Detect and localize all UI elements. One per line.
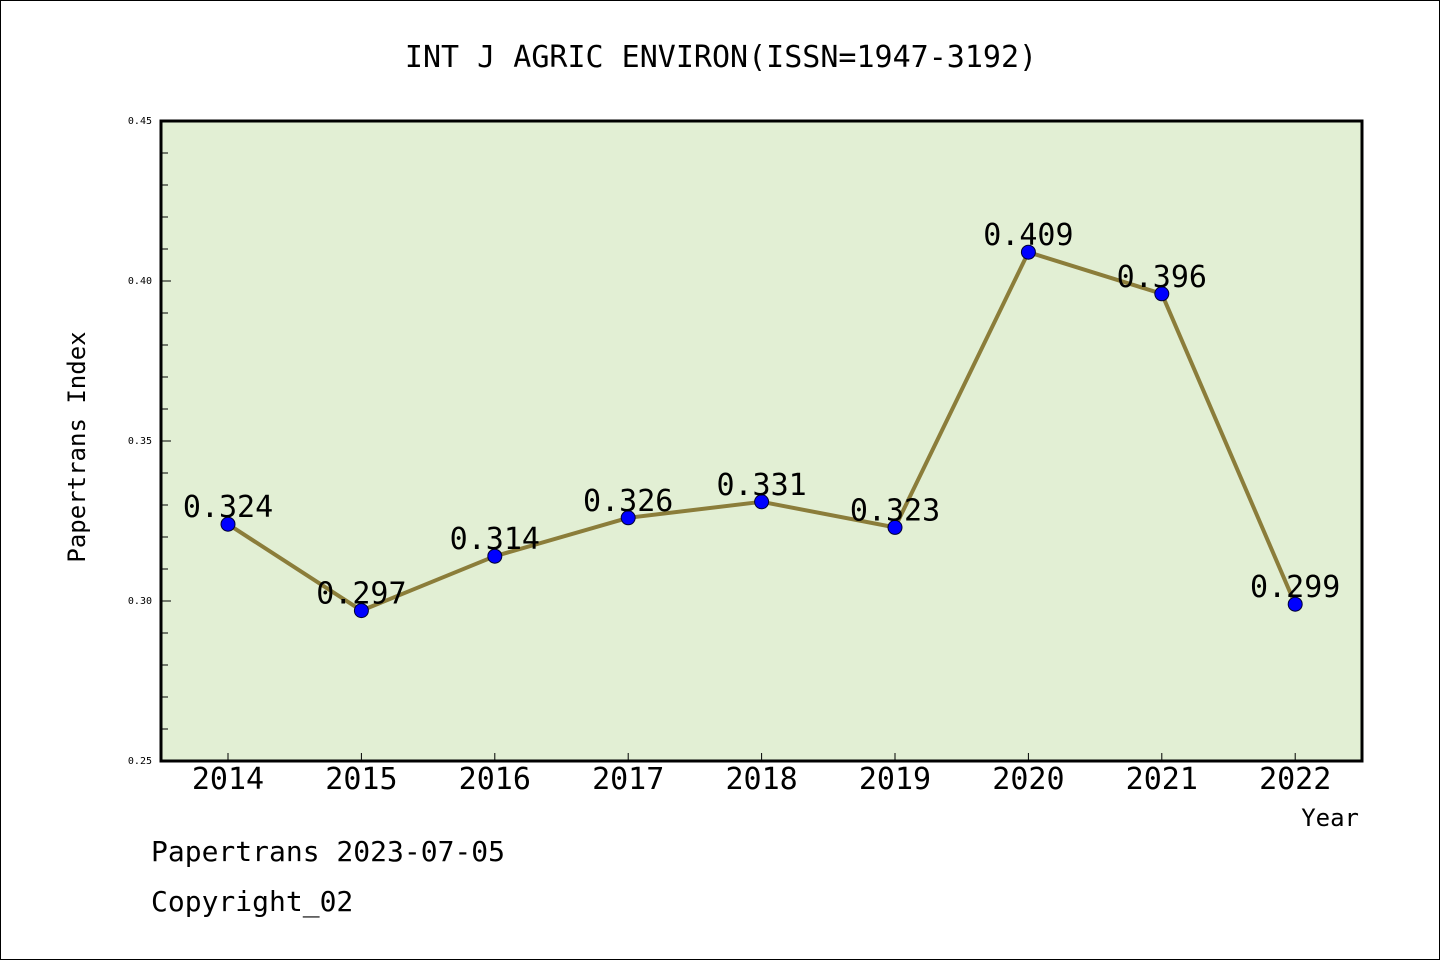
data-label: 0.396: [1117, 260, 1207, 295]
x-tick-label: 2016: [459, 762, 531, 797]
x-tick-label: 2021: [1126, 762, 1198, 797]
x-tick-label: 2022: [1259, 762, 1331, 797]
x-axis-ticks: 2014 2015 2016 2017 2018 2019 2020 2021 2022: [192, 753, 1331, 797]
x-tick-label: 2020: [992, 762, 1064, 797]
data-point-marker: [754, 494, 770, 510]
y-tick-label: 0.35: [128, 436, 152, 447]
data-label: 0.297: [316, 577, 406, 612]
data-label: 0.299: [1250, 570, 1340, 605]
y-tick-label: 0.25: [128, 756, 152, 767]
data-point-marker: [1154, 286, 1170, 302]
x-tick-label: 2015: [325, 762, 397, 797]
data-point-marker: [353, 603, 369, 619]
data-point-marker: [1020, 244, 1036, 260]
x-tick-label: 2019: [859, 762, 931, 797]
footer-copyright-text: Copyright_02: [151, 885, 354, 918]
data-label: 0.326: [583, 484, 673, 519]
data-label: 0.323: [850, 493, 940, 528]
x-axis-label: Year: [1301, 804, 1359, 832]
data-point-marker: [487, 548, 503, 564]
data-point-marker: [887, 519, 903, 535]
data-label: 0.409: [983, 218, 1073, 253]
y-tick-label: 0.30: [128, 596, 152, 607]
y-tick-label: 0.45: [128, 116, 152, 127]
data-point-marker: [620, 510, 636, 526]
y-axis-ticks: 0.25 0.30 0.35 0.40 0.45: [128, 116, 171, 767]
footer-date-text: Papertrans 2023-07-05: [151, 835, 506, 868]
data-label: 0.324: [183, 490, 273, 525]
x-tick-label: 2017: [592, 762, 664, 797]
y-axis-label: Papertrans Index: [63, 331, 91, 562]
series-line-group: 0.324 0.297 0.314 0.326 0.331 0.323 0.409 0.396…: [183, 218, 1340, 619]
chart-title: INT J AGRIC ENVIRON(ISSN=1947-3192): [405, 40, 1037, 75]
x-tick-label: 2018: [725, 762, 797, 797]
data-point-marker: [220, 516, 236, 532]
data-point-marker: [1287, 596, 1303, 612]
x-tick-label: 2014: [192, 762, 264, 797]
y-tick-label: 0.40: [128, 276, 152, 287]
data-label: 0.331: [716, 468, 806, 503]
data-label: 0.314: [450, 522, 540, 557]
plot-area: [159, 119, 1364, 763]
